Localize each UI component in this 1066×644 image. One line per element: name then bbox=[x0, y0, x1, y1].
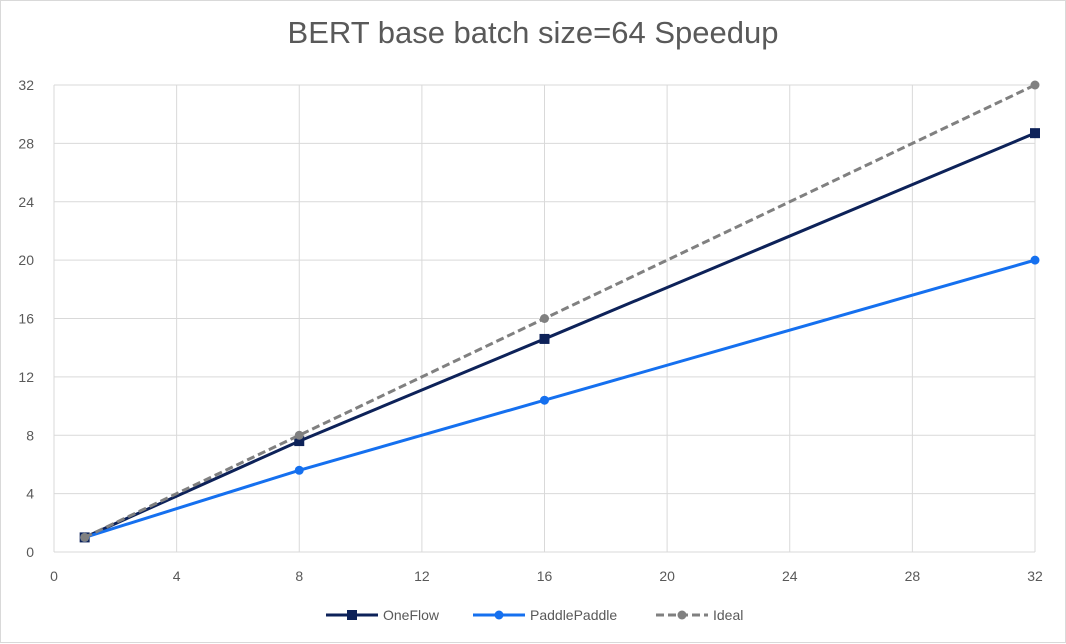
series-paddlepaddle bbox=[80, 255, 1040, 542]
x-axis-ticks: 0 4 8 12 16 20 24 28 32 bbox=[50, 568, 1043, 584]
chart-title: BERT base batch size=64 Speedup bbox=[287, 15, 779, 50]
y-tick-label: 24 bbox=[18, 194, 34, 210]
y-tick-label: 12 bbox=[18, 369, 34, 385]
legend-marker-ideal bbox=[677, 610, 687, 620]
data-point-ideal bbox=[80, 532, 90, 542]
legend-item-paddlepaddle: PaddlePaddle bbox=[473, 607, 617, 623]
y-tick-label: 28 bbox=[18, 135, 34, 151]
legend-item-ideal: Ideal bbox=[656, 607, 743, 623]
x-tick-label: 20 bbox=[659, 568, 675, 584]
series-line-oneflow bbox=[84, 131, 1036, 539]
series-oneflow bbox=[79, 128, 1040, 543]
data-point-paddlepaddle bbox=[540, 395, 549, 405]
legend-label-paddlepaddle: PaddlePaddle bbox=[530, 607, 617, 623]
x-tick-label: 8 bbox=[295, 568, 303, 584]
x-tick-label: 28 bbox=[905, 568, 921, 584]
y-tick-label: 0 bbox=[26, 544, 34, 560]
legend-label-oneflow: OneFlow bbox=[383, 607, 440, 623]
y-axis-ticks: 0 4 8 12 16 20 24 28 32 bbox=[18, 77, 34, 560]
legend: OneFlow PaddlePaddle Ideal bbox=[326, 607, 743, 623]
data-point-ideal bbox=[540, 314, 549, 323]
y-tick-label: 20 bbox=[18, 252, 34, 268]
data-point-ideal bbox=[1030, 80, 1040, 90]
grid bbox=[53, 84, 1036, 553]
data-point-paddlepaddle bbox=[294, 465, 304, 475]
data-point-oneflow bbox=[1030, 128, 1040, 139]
y-tick-label: 32 bbox=[18, 77, 34, 93]
x-tick-label: 24 bbox=[782, 568, 798, 584]
legend-marker-oneflow bbox=[347, 610, 357, 620]
data-point-paddlepaddle bbox=[1030, 255, 1040, 265]
x-tick-label: 12 bbox=[414, 568, 430, 584]
data-point-oneflow bbox=[539, 333, 550, 344]
x-tick-label: 16 bbox=[537, 568, 553, 584]
x-tick-label: 32 bbox=[1027, 568, 1043, 584]
x-tick-label: 4 bbox=[173, 568, 181, 584]
series-layer bbox=[79, 80, 1040, 543]
legend-label-ideal: Ideal bbox=[713, 607, 743, 623]
legend-marker-paddlepaddle bbox=[494, 610, 504, 620]
series-line-ideal bbox=[84, 83, 1036, 539]
series-line-paddlepaddle bbox=[84, 258, 1036, 539]
y-tick-label: 4 bbox=[26, 486, 34, 502]
y-tick-label: 16 bbox=[18, 311, 34, 327]
y-tick-label: 8 bbox=[26, 427, 34, 443]
data-point-ideal bbox=[294, 430, 304, 440]
data-point-oneflow bbox=[294, 436, 305, 447]
x-tick-label: 0 bbox=[50, 568, 58, 584]
legend-item-oneflow: OneFlow bbox=[326, 607, 440, 623]
series-ideal bbox=[80, 80, 1040, 542]
